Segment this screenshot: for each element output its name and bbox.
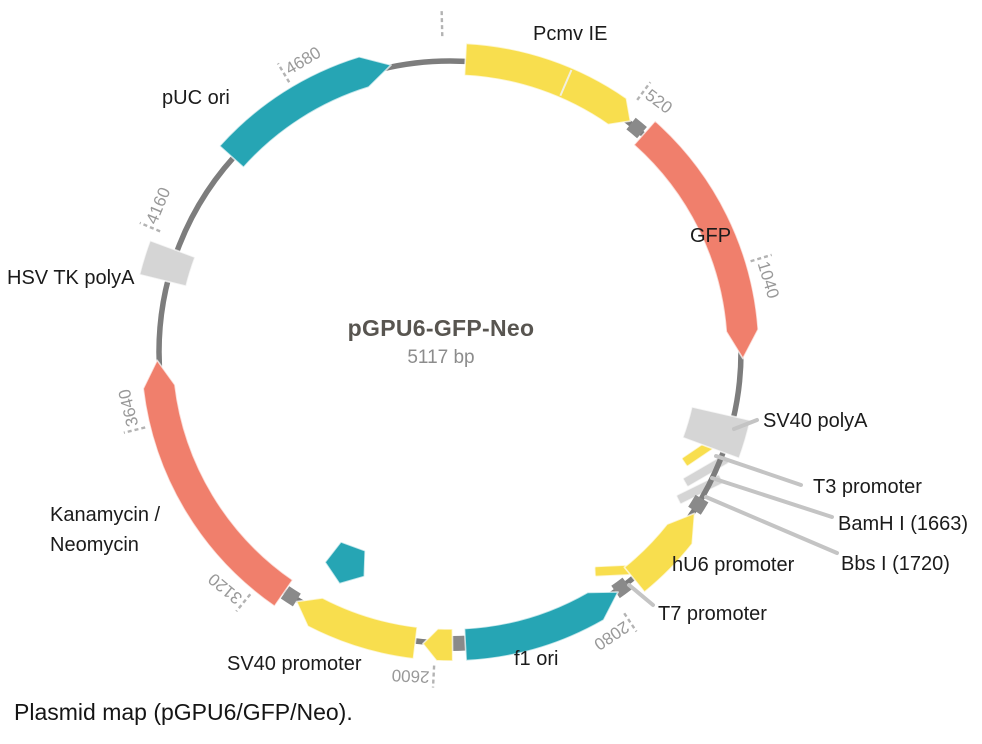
tick-mark — [431, 665, 436, 688]
label-t3-promoter: T3 promoter — [813, 476, 922, 498]
leader-line — [732, 418, 759, 431]
label-puc-ori: pUC ori — [162, 87, 230, 109]
plasmid-title-block: pGPU6-GFP-Neo 5117 bp — [348, 315, 535, 369]
feature-sv40-polya — [681, 406, 752, 460]
feature-pcmv-ie — [463, 42, 632, 126]
feature-hu6-promoter — [623, 512, 696, 593]
tick-label: 520 — [642, 85, 676, 117]
leader-lines — [627, 418, 839, 607]
leader-line — [627, 583, 655, 607]
tick-mark — [123, 426, 146, 434]
figure-caption: Plasmid map (pGPU6/GFP/Neo). — [14, 699, 353, 725]
label-bbs-i: Bbs I (1720) — [841, 553, 950, 575]
plasmid-size: 5117 bp — [407, 347, 475, 368]
feature-sv40-enh-segment — [422, 627, 454, 662]
tick-mark — [235, 593, 252, 613]
label-sv40-promoter: SV40 promoter — [227, 653, 362, 675]
leader-line — [704, 495, 839, 555]
tick-mark — [440, 8, 444, 37]
label-sv40-polya: SV40 polyA — [763, 410, 868, 432]
label-pcmv-ie: Pcmv IE — [533, 23, 608, 45]
label-f1-ori: f1 ori — [514, 648, 559, 670]
feature-gfp — [633, 120, 759, 360]
tick-mark — [623, 612, 638, 633]
feature-hsv-tk-polya — [138, 239, 196, 287]
tick-mark — [276, 62, 291, 83]
feature-divider — [559, 69, 573, 97]
label-hsv-tk-polya: HSV TK polyA — [7, 267, 135, 289]
label-hu6-promoter: hU6 promoter — [672, 554, 795, 576]
tick-label: 3640 — [115, 387, 143, 428]
leader-line — [710, 476, 834, 519]
tick-label: 2600 — [391, 665, 430, 686]
feature-orf-marker — [324, 541, 367, 585]
tick-mark — [139, 221, 161, 233]
feature-kanamycin-neomycin — [142, 359, 294, 608]
backbone-connector — [626, 117, 647, 139]
label-bamh-i: BamH I (1663) — [838, 513, 969, 535]
plasmid-name: pGPU6-GFP-Neo — [347, 315, 535, 341]
label-t7-promoter: T7 promoter — [658, 603, 767, 625]
tick-label: 4160 — [142, 185, 174, 227]
leader-line — [714, 454, 803, 487]
feature-sv40-promoter — [295, 597, 418, 660]
feature-arcs — [138, 42, 759, 662]
feature-puc-ori — [218, 55, 392, 169]
label-gfp: GFP — [690, 225, 732, 247]
tick-label: 1040 — [754, 259, 783, 301]
tick-mark — [636, 81, 652, 101]
feature-f1-ori — [463, 591, 619, 662]
tick-mark — [750, 253, 773, 263]
label-kanamycin-neomycin: Kanamycin / Neomycin — [50, 504, 161, 556]
backbone-connector — [688, 494, 709, 515]
backbone-connector — [452, 635, 467, 651]
